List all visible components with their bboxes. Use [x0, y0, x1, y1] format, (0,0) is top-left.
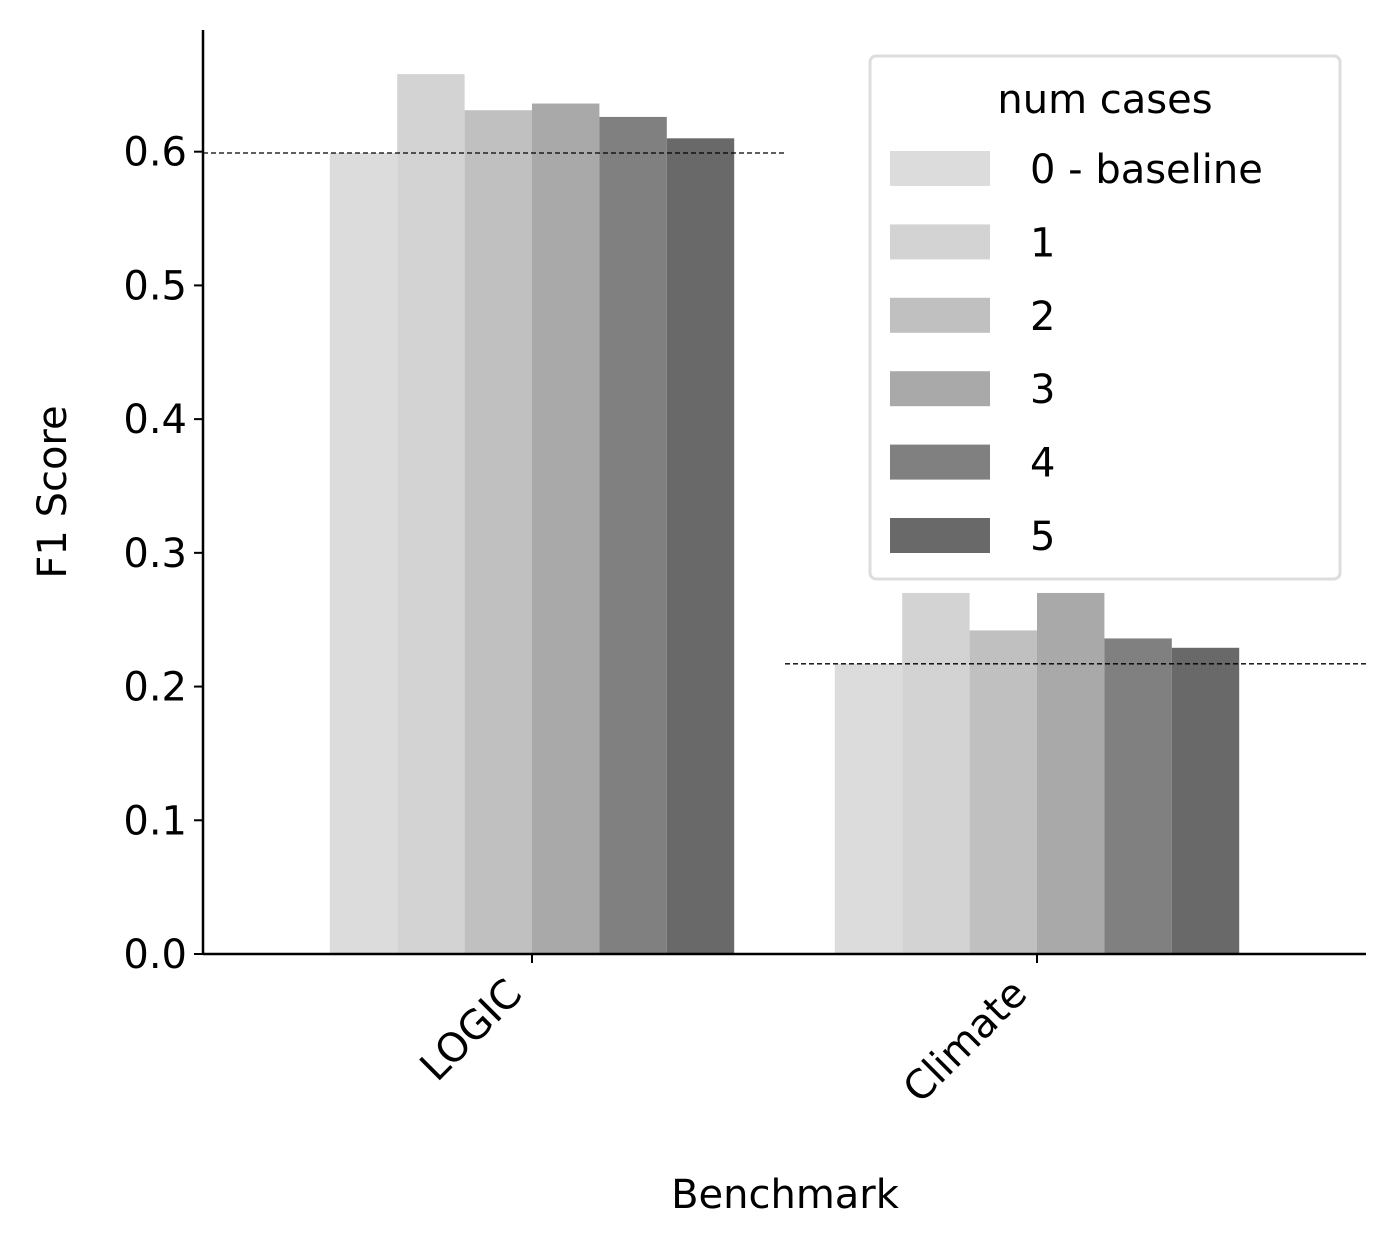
bar: [969, 630, 1037, 954]
legend-swatch: [890, 518, 990, 553]
bar: [599, 116, 667, 955]
bar: [1104, 638, 1172, 954]
legend-title: num cases: [997, 77, 1212, 123]
y-tick-label: 0.6: [123, 130, 187, 176]
bar: [1171, 647, 1240, 954]
y-axis-label: F1 Score: [30, 405, 76, 578]
y-tick-label: 0.4: [123, 397, 187, 443]
bar: [532, 103, 600, 954]
legend-label: 0 - baseline: [1030, 147, 1263, 193]
legend-label: 3: [1030, 367, 1055, 413]
legend-label: 2: [1030, 294, 1055, 340]
legend-swatch: [890, 224, 990, 260]
bar: [834, 663, 903, 954]
x-tick-label: Climate: [895, 971, 1036, 1112]
y-tick-label: 0.0: [123, 932, 187, 978]
y-tick-label: 0.5: [123, 263, 187, 309]
y-tick-label: 0.2: [123, 665, 187, 711]
bar: [666, 138, 735, 954]
x-tick-label: LOGIC: [412, 971, 532, 1091]
legend-label: 4: [1030, 441, 1055, 487]
legend-swatch: [890, 151, 990, 186]
y-tick-label: 0.3: [123, 531, 187, 577]
y-tick-label: 0.1: [123, 798, 187, 844]
legend-label: 5: [1030, 514, 1055, 560]
x-axis-label: Benchmark: [671, 1172, 900, 1218]
legend-swatch: [890, 444, 990, 480]
bar: [397, 74, 465, 955]
legend-label: 1: [1030, 220, 1055, 266]
legend: num cases 0 - baseline 1 2 3 4 5: [868, 54, 1342, 581]
legend-swatch: [890, 371, 990, 407]
bar: [902, 592, 970, 954]
legend-swatch: [890, 297, 990, 333]
bar: [464, 110, 532, 954]
bar: [1037, 592, 1105, 954]
bar: [329, 153, 398, 954]
